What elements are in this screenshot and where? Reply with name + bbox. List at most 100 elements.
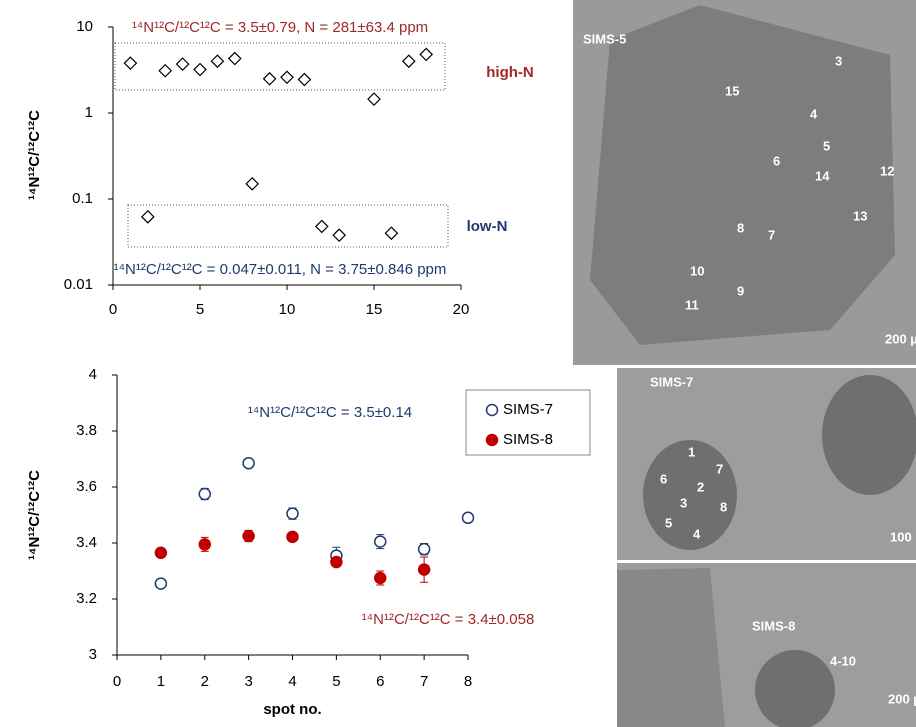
- marker: [298, 74, 310, 86]
- y-tick-label: 0.01: [64, 276, 93, 293]
- x-tick-label: 6: [376, 673, 384, 690]
- x-tick-label: 1: [157, 673, 165, 690]
- marker: [264, 73, 276, 85]
- micrograph-label: 13: [853, 208, 867, 223]
- micrograph-label: 11: [685, 297, 699, 312]
- micrograph-label: 9: [737, 283, 744, 298]
- micrograph-label: 6: [660, 471, 667, 486]
- y-tick-label: 3.2: [76, 590, 97, 607]
- micrograph-label: SIMS-8: [752, 618, 795, 633]
- marker: [159, 65, 171, 77]
- marker: [177, 58, 189, 70]
- marker: [331, 557, 342, 568]
- y-tick-label: 3: [89, 646, 97, 663]
- micrograph-label: 4-10: [830, 653, 856, 668]
- micrograph-label: SIMS-5: [583, 31, 626, 46]
- micrograph-label: 14: [815, 168, 830, 183]
- crystal: [617, 568, 725, 727]
- micrograph-label: 8: [737, 220, 744, 235]
- x-axis-label: spot no.: [263, 701, 321, 718]
- marker: [155, 578, 166, 589]
- y-tick-label: 10: [76, 18, 93, 35]
- annotation: low-N: [467, 218, 508, 235]
- micrograph-label: 3: [680, 495, 687, 510]
- marker: [463, 512, 474, 523]
- annotation: ¹⁴N¹²C/¹²C¹²C = 0.047±0.011, N = 3.75±0.…: [114, 261, 447, 278]
- x-tick-label: 2: [201, 673, 209, 690]
- annotation: ¹⁴N¹²C/¹²C¹²C = 3.4±0.058: [362, 611, 535, 628]
- micrograph-label: 4: [810, 106, 818, 121]
- y-axis-label: ¹⁴N¹²C/¹²C¹²C: [26, 470, 43, 560]
- micrograph-label: 100 µm: [890, 529, 916, 544]
- marker: [403, 55, 415, 67]
- marker: [155, 547, 166, 558]
- marker: [142, 211, 154, 223]
- x-tick-label: 4: [288, 673, 296, 690]
- micrograph-label: 10: [690, 263, 704, 278]
- micrograph-label: 12: [880, 163, 894, 178]
- marker: [229, 53, 241, 65]
- marker: [243, 458, 254, 469]
- annotation: ¹⁴N¹²C/¹²C¹²C = 3.5±0.79, N = 281±63.4 p…: [132, 19, 428, 36]
- y-tick-label: 3.4: [76, 534, 97, 551]
- marker: [287, 531, 298, 542]
- marker: [385, 227, 397, 239]
- x-tick-label: 0: [109, 301, 117, 318]
- x-tick-label: 10: [279, 301, 296, 318]
- marker: [333, 229, 345, 241]
- marker: [124, 57, 136, 69]
- spot-region: [755, 650, 835, 727]
- marker: [316, 220, 328, 232]
- x-tick-label: 8: [464, 673, 472, 690]
- marker: [281, 71, 293, 83]
- x-tick-label: 0: [113, 673, 121, 690]
- micrograph-label: 7: [768, 227, 775, 242]
- marker: [375, 573, 386, 584]
- marker: [419, 564, 430, 575]
- micrograph-label: 3: [835, 53, 842, 68]
- micrograph-label: 5: [823, 138, 830, 153]
- y-tick-label: 0.1: [72, 190, 93, 207]
- marker: [243, 531, 254, 542]
- marker: [419, 544, 430, 555]
- group-box: [128, 205, 448, 247]
- legend-marker: [487, 435, 498, 446]
- micrograph-label: 8: [720, 499, 727, 514]
- x-tick-label: 15: [366, 301, 383, 318]
- marker: [287, 508, 298, 519]
- micrograph-label: SIMS-7: [650, 374, 693, 389]
- annotation: high-N: [486, 64, 533, 81]
- marker: [368, 93, 380, 105]
- figure: 0.010.111005101520¹⁴N¹²C/¹²C¹²C¹⁴N¹²C/¹²…: [0, 0, 916, 727]
- x-tick-label: 5: [196, 301, 204, 318]
- marker: [211, 55, 223, 67]
- marker: [420, 48, 432, 60]
- marker: [199, 489, 210, 500]
- marker: [246, 178, 258, 190]
- legend-label: SIMS-7: [503, 401, 553, 418]
- y-tick-label: 4: [89, 366, 97, 383]
- x-tick-label: 3: [244, 673, 252, 690]
- marker: [199, 539, 210, 550]
- y-tick-label: 1: [85, 104, 93, 121]
- spot-region: [822, 375, 916, 495]
- marker: [194, 64, 206, 76]
- micrograph-label: 6: [773, 153, 780, 168]
- y-tick-label: 3.8: [76, 422, 97, 439]
- legend-label: SIMS-8: [503, 431, 553, 448]
- x-tick-label: 7: [420, 673, 428, 690]
- micrograph-label: 200 µm: [885, 331, 916, 346]
- legend-marker: [487, 405, 498, 416]
- x-tick-label: 5: [332, 673, 340, 690]
- micrograph-label: 4: [693, 526, 701, 541]
- micrograph-label: 1: [688, 444, 695, 459]
- x-tick-label: 20: [453, 301, 470, 318]
- micrograph-label: 2: [697, 479, 704, 494]
- annotation: ¹⁴N¹²C/¹²C¹²C = 3.5±0.14: [248, 404, 412, 421]
- marker: [375, 536, 386, 547]
- micrograph-label: 200 µm: [888, 691, 916, 706]
- micrograph-label: 5: [665, 515, 672, 530]
- micrograph-label: 7: [716, 461, 723, 476]
- micrograph-label: 15: [725, 83, 739, 98]
- y-axis-label: ¹⁴N¹²C/¹²C¹²C: [26, 110, 43, 200]
